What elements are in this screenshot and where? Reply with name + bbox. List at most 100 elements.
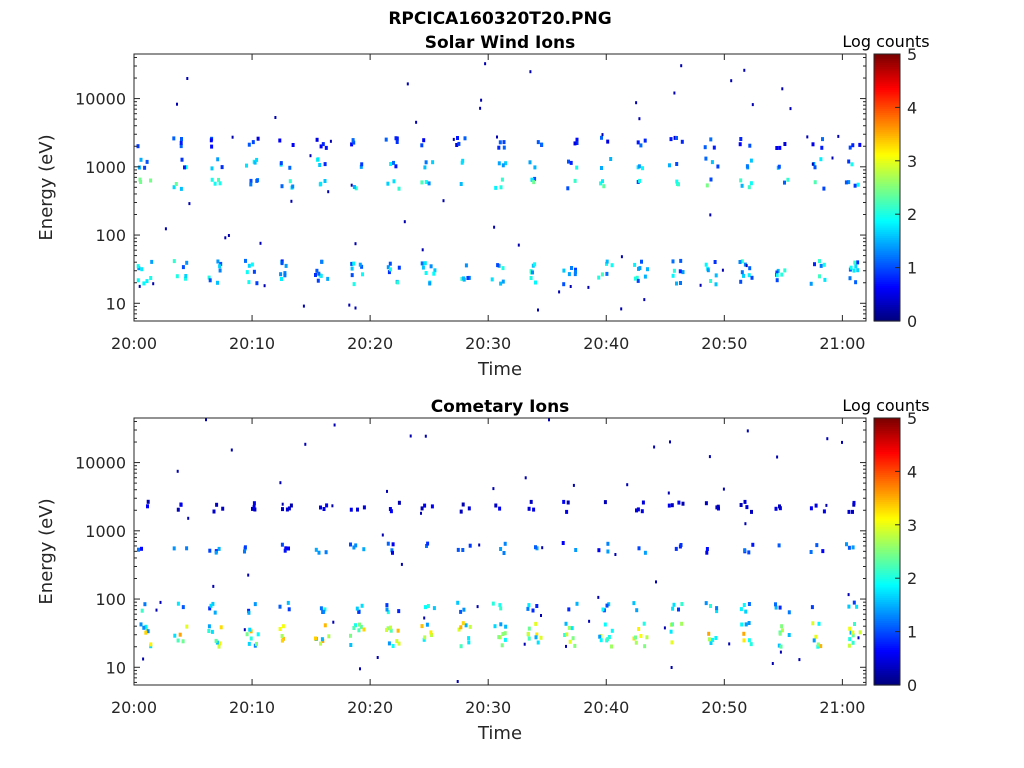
colorbar-step <box>874 584 900 588</box>
colorbar-step <box>874 611 900 615</box>
colorbar-step <box>874 112 900 116</box>
heatmap-cell <box>502 551 506 555</box>
heatmap-cell <box>573 643 577 648</box>
heatmap-cell <box>575 601 579 606</box>
heatmap-noise-cell <box>354 306 357 310</box>
heatmap-cell <box>424 160 428 165</box>
colorbar-frame <box>873 53 901 322</box>
heatmap-cell <box>143 165 147 170</box>
heatmap-cell <box>847 159 851 164</box>
heatmap-cell <box>249 182 253 187</box>
heatmap-cell <box>711 637 715 642</box>
heatmap-cell <box>848 626 852 631</box>
heatmap-cell <box>386 541 390 546</box>
heatmap-noise-cell <box>524 476 527 480</box>
heatmap-cell <box>707 637 711 642</box>
colorbar-step <box>874 568 900 571</box>
heatmap-cell <box>532 180 536 185</box>
heatmap-cell <box>562 282 566 287</box>
x-tick-label: 20:00 <box>111 698 157 717</box>
colorbar-tick-label: 2 <box>907 205 917 224</box>
colorbar-step <box>874 152 900 155</box>
heatmap-cell <box>146 504 149 509</box>
colorbar-step <box>874 312 900 316</box>
colorbar-step <box>874 137 900 141</box>
heatmap-cell <box>637 546 641 551</box>
colorbar-step <box>874 528 900 532</box>
heatmap-cell <box>858 142 862 147</box>
heatmap-cell <box>459 644 463 649</box>
colorbar-step <box>874 522 900 525</box>
heatmap-cell <box>704 262 708 267</box>
heatmap-cell <box>743 548 747 553</box>
heatmap-cell <box>566 186 570 191</box>
heatmap-cell <box>775 273 779 278</box>
heatmap-cell <box>853 183 857 188</box>
heatmap-noise-cell <box>479 106 482 110</box>
heatmap-cell <box>354 623 357 628</box>
heatmap-cell <box>325 503 329 508</box>
heatmap-cell <box>822 509 826 514</box>
heatmap-cell <box>642 621 646 626</box>
heatmap-cell <box>136 144 140 149</box>
heatmap-noise-cell <box>420 511 422 515</box>
heatmap-cell <box>427 181 431 186</box>
colorbar-step <box>874 264 900 268</box>
heatmap-noise-cell <box>421 248 424 252</box>
colorbar-step <box>874 158 900 161</box>
y-axis-label: Energy (eV) <box>36 498 57 604</box>
heatmap-cell <box>462 607 466 612</box>
heatmap-cell <box>352 282 356 287</box>
colorbar-step <box>874 145 900 149</box>
heatmap-cell <box>747 602 751 606</box>
colorbar-step <box>874 270 900 274</box>
heatmap-cell <box>139 622 143 627</box>
colorbar-step <box>874 79 900 82</box>
heatmap-cell <box>777 543 781 548</box>
colorbar-step <box>874 231 900 234</box>
heatmap-noise-cell <box>302 304 305 308</box>
colorbar-tick-label: 3 <box>907 516 917 535</box>
heatmap-cell <box>740 622 744 627</box>
heatmap-cell <box>386 181 390 186</box>
heatmap-cell <box>146 499 150 504</box>
heatmap-noise-cell <box>480 98 483 102</box>
colorbar-step <box>874 599 900 603</box>
heatmap-cell <box>855 604 859 609</box>
heatmap-noise-cell <box>406 82 409 86</box>
heatmap-cell <box>679 258 683 263</box>
heatmap-cell <box>567 272 571 277</box>
heatmap-cell <box>281 507 284 512</box>
colorbar-step <box>874 122 900 126</box>
solar-wind-ions-panel: 20:00 20:10 20:20 20:30 20:40 20:50 21:0010100… <box>36 32 930 380</box>
heatmap-cell <box>640 509 644 514</box>
heatmap-cell <box>747 550 751 555</box>
heatmap-cell <box>850 162 854 167</box>
colorbar-step <box>874 279 900 282</box>
heatmap-cell <box>279 272 283 277</box>
heatmap-cell <box>499 606 503 611</box>
colorbar-step <box>874 664 900 667</box>
heatmap-cell <box>671 606 675 611</box>
heatmap-cell <box>464 263 468 268</box>
heatmap-cell <box>360 264 364 269</box>
heatmap-cell <box>324 145 328 150</box>
heatmap-cell <box>425 622 429 627</box>
heatmap-noise-cell <box>670 666 673 669</box>
heatmap-cell <box>389 509 393 514</box>
colorbar-step <box>874 593 900 596</box>
heatmap-cell <box>394 164 398 169</box>
colorbar-step <box>874 195 900 199</box>
heatmap-cell <box>635 608 639 613</box>
colorbar-step <box>874 104 900 107</box>
heatmap-noise-cell <box>565 644 567 648</box>
heatmap-cell <box>675 162 679 166</box>
heatmap-cell <box>810 605 814 610</box>
heatmap-cell <box>848 145 852 150</box>
heatmap-cell <box>503 541 507 546</box>
colorbar-step <box>874 480 900 484</box>
colorbar-step <box>874 472 900 475</box>
heatmap-cell <box>497 635 501 640</box>
heatmap-noise-cell <box>329 139 332 143</box>
heatmap-noise-cell <box>442 199 445 203</box>
